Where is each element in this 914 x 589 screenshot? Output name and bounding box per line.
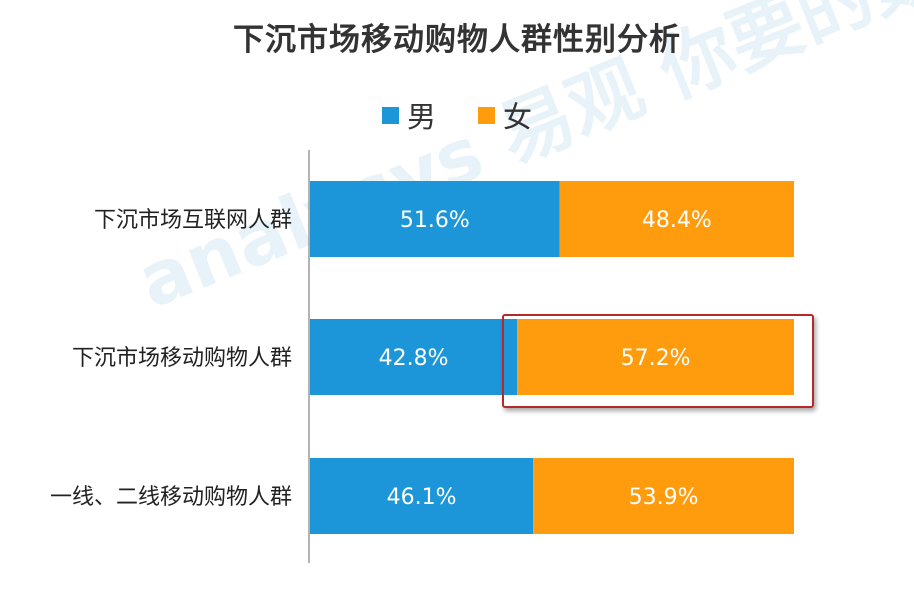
bar-segment-female	[533, 458, 794, 534]
category-label: 下沉市场移动购物人群	[72, 346, 292, 371]
data-label: 48.4%	[642, 208, 712, 233]
data-label: 53.9%	[629, 485, 699, 510]
legend-item-male: 男	[381, 94, 436, 136]
legend-label-female: 女	[503, 100, 533, 134]
highlight-box	[502, 314, 814, 408]
bar-segment-male	[310, 319, 518, 395]
legend-item-female: 女	[478, 94, 532, 136]
legend-swatch-female	[478, 106, 495, 124]
category-label: 一线、二线移动购物人群	[50, 485, 292, 510]
bar-segment-male	[310, 181, 560, 257]
category-label: 下沉市场互联网人群	[94, 208, 292, 233]
bar-segment-female	[559, 181, 794, 257]
legend-swatch-male	[381, 106, 399, 124]
bar-segment-female	[517, 319, 794, 395]
data-label: 57.2%	[621, 346, 691, 371]
data-label: 42.8%	[379, 346, 449, 371]
data-label: 51.6%	[400, 208, 470, 233]
legend: 男 女	[0, 94, 914, 136]
bar-segment-male	[310, 458, 534, 534]
data-label: 46.1%	[387, 485, 457, 510]
chart-title: 下沉市场移动购物人群性别分析	[233, 22, 681, 58]
legend-label-male: 男	[406, 100, 436, 134]
